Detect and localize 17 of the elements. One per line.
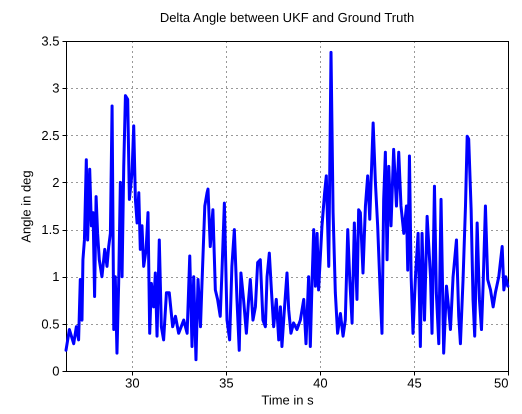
- line-series: [64, 50, 510, 362]
- x-tick-label: 35: [219, 376, 234, 390]
- x-tick-label: 30: [125, 376, 140, 390]
- y-tick-label: 0: [52, 364, 60, 378]
- x-tick-label: 45: [407, 376, 422, 390]
- y-tick-label: 0.5: [41, 316, 60, 332]
- y-tick-label: 2: [52, 174, 60, 190]
- y-axis-title: Angle in deg: [18, 170, 34, 243]
- y-tick-label: 1.5: [41, 222, 60, 238]
- y-tick-label: 1: [52, 269, 60, 284]
- x-tick-label: 40: [313, 376, 328, 390]
- chart-title: Delta Angle between UKF and Ground Truth: [160, 10, 414, 25]
- x-tick-label: 50: [494, 376, 508, 390]
- y-tick-label: 2.5: [41, 128, 60, 143]
- x-axis-title: Time in s: [261, 392, 314, 408]
- y-tick-label: 3: [52, 80, 60, 96]
- y-tick-label: 3.5: [41, 34, 60, 48]
